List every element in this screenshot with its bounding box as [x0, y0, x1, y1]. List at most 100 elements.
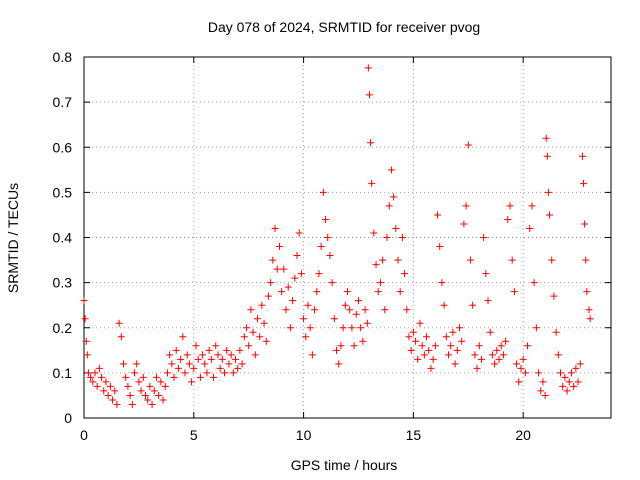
data-point — [486, 328, 494, 336]
data-point — [361, 306, 369, 314]
data-point — [333, 346, 341, 354]
data-point — [212, 342, 220, 350]
data-point — [513, 360, 521, 368]
x-tick-label: 20 — [515, 427, 531, 443]
data-point — [484, 297, 492, 305]
data-point — [284, 283, 292, 291]
y-axis-label: SRMTID / TECUs — [5, 183, 21, 293]
data-point — [495, 355, 503, 363]
data-point — [427, 364, 435, 372]
data-point — [381, 306, 389, 314]
data-point — [148, 400, 156, 408]
data-points — [80, 64, 594, 408]
data-point — [559, 382, 567, 390]
data-point — [387, 166, 395, 174]
data-point — [412, 337, 420, 345]
data-point — [236, 346, 244, 354]
data-point — [546, 211, 554, 219]
data-point — [124, 382, 132, 390]
data-point — [504, 215, 512, 223]
data-point — [578, 152, 586, 160]
data-point — [172, 346, 180, 354]
data-point — [81, 315, 89, 323]
data-point — [497, 342, 505, 350]
data-point — [256, 333, 264, 341]
data-point — [554, 351, 562, 359]
y-tick-label: 0.8 — [53, 49, 73, 65]
data-point — [335, 360, 343, 368]
data-point — [352, 310, 360, 318]
data-point — [508, 256, 516, 264]
data-point — [269, 256, 277, 264]
data-point — [106, 382, 114, 390]
data-point — [541, 391, 549, 399]
data-point — [179, 333, 187, 341]
data-point — [159, 396, 167, 404]
data-point — [379, 256, 387, 264]
data-point — [409, 328, 417, 336]
data-point — [295, 229, 303, 237]
data-point — [111, 387, 119, 395]
data-point — [370, 229, 378, 237]
data-point — [434, 211, 442, 219]
data-point — [146, 382, 154, 390]
data-point — [330, 315, 338, 323]
data-point — [223, 346, 231, 354]
data-point — [188, 378, 196, 386]
data-point — [317, 243, 325, 251]
data-point — [526, 224, 534, 232]
y-tick-label: 0.2 — [53, 320, 73, 336]
data-point — [521, 369, 529, 377]
data-point — [506, 202, 514, 210]
data-point — [482, 270, 490, 278]
data-point — [150, 387, 158, 395]
data-point — [324, 234, 332, 241]
data-point — [174, 364, 182, 372]
data-point — [93, 382, 101, 390]
chart-title: Day 078 of 2024, SRMTID for receiver pvo… — [208, 19, 480, 35]
data-point — [131, 369, 139, 377]
data-point — [565, 378, 573, 386]
data-point — [225, 360, 233, 368]
data-point — [214, 351, 222, 359]
data-point — [95, 364, 103, 372]
axis-ticks: 0 5 10 15 20 0 0.1 0.2 0.3 0.4 0.5 0.6 0.7 0.8 — [53, 49, 611, 443]
data-point — [229, 369, 237, 377]
data-point — [372, 261, 380, 269]
data-point — [480, 234, 488, 241]
y-tick-label: 0.6 — [53, 139, 73, 155]
data-point — [253, 315, 261, 323]
data-point — [122, 373, 130, 381]
data-point — [460, 220, 468, 228]
data-point — [109, 396, 117, 404]
x-tick-label: 10 — [296, 427, 312, 443]
data-point — [104, 391, 112, 399]
data-point — [280, 265, 288, 273]
data-point — [245, 342, 253, 350]
data-point — [455, 324, 463, 332]
y-tick-label: 0.3 — [53, 275, 73, 291]
grid-lines — [84, 57, 611, 418]
data-point — [155, 391, 163, 399]
data-point — [585, 306, 593, 314]
data-point — [315, 270, 323, 278]
data-point — [548, 256, 556, 264]
data-point — [161, 382, 169, 390]
data-point — [431, 342, 439, 350]
data-point — [477, 355, 485, 363]
data-point — [100, 387, 108, 395]
data-point — [286, 324, 294, 332]
data-point — [364, 64, 372, 72]
data-point — [376, 279, 384, 287]
data-point — [218, 355, 226, 363]
data-point — [128, 400, 136, 408]
data-point — [203, 369, 211, 377]
data-point — [177, 355, 185, 363]
data-point — [302, 333, 310, 341]
data-point — [221, 369, 229, 377]
data-point — [190, 364, 198, 372]
data-point — [126, 391, 134, 399]
data-point — [438, 279, 446, 287]
data-point — [339, 324, 347, 332]
data-point — [436, 243, 444, 251]
